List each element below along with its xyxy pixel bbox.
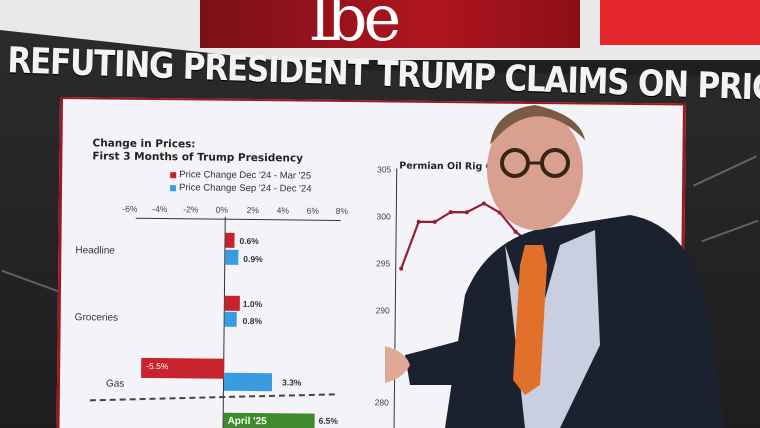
rig-count-line — [399, 201, 533, 271]
bar-headline-prior — [225, 249, 239, 265]
legend-swatch-blue — [170, 184, 177, 191]
bar-headline-recent — [225, 232, 235, 248]
category-groceries: Groceries — [74, 312, 119, 324]
chart-title-line2: First 3 Months of Trump Presidency — [92, 150, 304, 165]
x-axis: -6% -4% -2% 0% 2% 4% 6% 8% — [122, 204, 348, 221]
chart-legend: Price Change Dec '24 - Mar '25 Price Cha… — [170, 169, 312, 195]
bar-gas-prior — [223, 372, 273, 392]
price-chart-title: Change in Prices: First 3 Months of Trum… — [92, 137, 303, 165]
studio-logo: lbe — [310, 0, 401, 56]
x-axis-line — [135, 217, 341, 221]
presenter — [385, 105, 725, 428]
wall-decoration — [1, 269, 59, 293]
chart-board: Change in Prices: First 3 Months of Trum… — [56, 97, 686, 428]
bar-gas-recent: -5.5% — [141, 357, 225, 379]
divider-dashed-line — [89, 393, 335, 402]
bar-groceries-recent — [224, 295, 240, 311]
category-gas: Gas — [105, 378, 125, 390]
studio-logo-panel — [200, 0, 580, 48]
studio-red-panel — [600, 0, 760, 45]
bar-april-25: April '25 — [223, 412, 315, 428]
legend-swatch-red — [170, 172, 177, 179]
bar-groceries-prior — [224, 311, 237, 327]
category-headline: Headline — [75, 245, 115, 257]
legend-item-prior: Price Change Sep '24 - Dec '24 — [170, 182, 312, 196]
